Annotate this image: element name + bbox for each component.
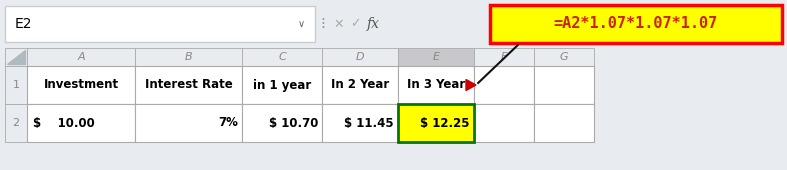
Text: G: G xyxy=(560,52,568,62)
Text: A: A xyxy=(77,52,85,62)
Text: fx: fx xyxy=(367,17,379,31)
Text: ✓: ✓ xyxy=(349,18,360,30)
Bar xyxy=(398,66,474,104)
Text: E: E xyxy=(433,52,439,62)
Bar xyxy=(474,66,534,104)
Text: E2: E2 xyxy=(15,17,32,31)
Text: In 3 Year: In 3 Year xyxy=(407,79,465,91)
Bar xyxy=(474,104,534,142)
Bar xyxy=(398,104,474,142)
Polygon shape xyxy=(7,50,25,64)
Bar xyxy=(27,48,135,66)
Bar xyxy=(534,66,594,104)
Bar xyxy=(135,66,242,104)
Bar xyxy=(490,5,782,43)
Text: $    10.00: $ 10.00 xyxy=(33,116,94,130)
Bar xyxy=(242,66,322,104)
Bar xyxy=(322,48,398,66)
Text: $ 10.70: $ 10.70 xyxy=(268,116,318,130)
Bar xyxy=(135,104,242,142)
Bar xyxy=(5,104,27,142)
Text: 2: 2 xyxy=(13,118,20,128)
Text: ✕: ✕ xyxy=(334,18,344,30)
Text: =A2*1.07*1.07*1.07: =A2*1.07*1.07*1.07 xyxy=(554,16,718,31)
Bar xyxy=(135,48,242,66)
Bar xyxy=(0,0,787,48)
Text: ∨: ∨ xyxy=(297,19,305,29)
Bar xyxy=(5,48,27,66)
Bar xyxy=(534,48,594,66)
Text: $ 12.25: $ 12.25 xyxy=(420,116,470,130)
Bar xyxy=(534,104,594,142)
Bar xyxy=(322,104,398,142)
Text: F: F xyxy=(501,52,507,62)
Bar xyxy=(5,6,315,42)
Bar xyxy=(27,66,135,104)
Text: In 2 Year: In 2 Year xyxy=(331,79,389,91)
Text: 7%: 7% xyxy=(218,116,238,130)
Bar xyxy=(27,104,135,142)
Bar xyxy=(322,66,398,104)
Bar xyxy=(398,48,474,66)
Bar xyxy=(242,48,322,66)
Bar xyxy=(5,66,27,104)
Text: $ 11.45: $ 11.45 xyxy=(345,116,394,130)
Bar xyxy=(242,104,322,142)
Text: ⁝: ⁝ xyxy=(320,16,326,31)
Bar xyxy=(474,48,534,66)
Text: in 1 year: in 1 year xyxy=(253,79,311,91)
Text: Investment: Investment xyxy=(43,79,119,91)
Text: Interest Rate: Interest Rate xyxy=(145,79,232,91)
Text: B: B xyxy=(185,52,192,62)
Text: 1: 1 xyxy=(13,80,20,90)
Polygon shape xyxy=(466,80,476,90)
Text: C: C xyxy=(278,52,286,62)
Text: D: D xyxy=(356,52,364,62)
